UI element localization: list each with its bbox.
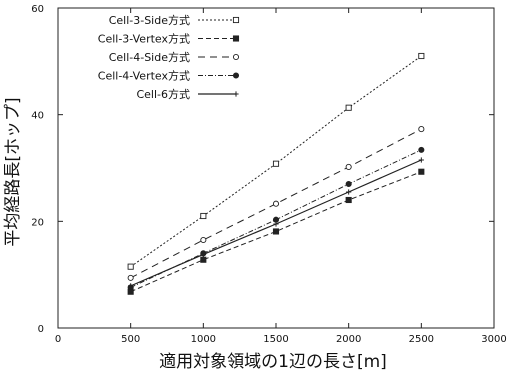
data-point [273,221,279,227]
legend-label: Cell-3-Vertex方式 [98,32,190,46]
legend-swatch-marker [232,53,240,61]
y-tick-label: 60 [31,4,44,15]
legend-item-5: Cell-6方式 [136,87,239,101]
series-layer [127,52,425,295]
data-point [200,236,207,244]
data-point [418,126,425,133]
series-3 [127,126,425,281]
legend-item-2: Cell-3-Vertex方式 [98,32,240,46]
legend-item-1: Cell-3-Side方式 [109,13,240,27]
data-point [345,163,352,170]
x-tick-label: 500 [121,334,140,345]
data-point [272,228,280,235]
y-tick-label: 0 [38,324,44,335]
series-line [130,171,422,293]
x-axis-title: 適用対象領域の1辺の長さ[m] [159,352,387,372]
legend: Cell-3-Side方式 Cell-3-Vertex方式 Cell-4-Side方… [98,13,240,101]
x-tick-label: 0 [55,334,61,345]
data-point [200,251,206,257]
data-point [418,146,425,153]
data-point [128,283,134,289]
legend-swatch-marker [233,91,239,97]
data-point [272,160,280,167]
legend-swatch-marker [232,16,240,24]
x-tick-label: 3000 [481,334,506,345]
legend-label: Cell-4-Side方式 [109,50,190,64]
data-point [418,52,425,60]
series-line [130,128,422,279]
data-point [418,168,425,175]
x-tick-label: 2000 [336,334,361,345]
y-tick-label: 40 [31,111,44,122]
data-point [345,180,352,188]
series-2 [127,168,425,295]
legend-label: Cell-4-Vertex方式 [98,69,190,83]
y-tick-label: 20 [31,217,44,228]
data-point [127,263,134,270]
series-1 [127,52,425,270]
axes-layer: 0 500 1000 1500 2000 2500 3000 0 20 40 60 [31,4,506,345]
legend-item-3: Cell-4-Side方式 [109,50,240,64]
data-point [200,212,207,220]
data-point [418,157,424,163]
data-point [200,256,207,263]
legend-label: Cell-3-Side方式 [109,13,190,27]
data-point [345,196,352,204]
legend-label: Cell-6方式 [136,87,190,101]
legend-item-4: Cell-4-Vertex方式 [98,69,240,83]
series-5 [128,157,424,289]
data-point [345,104,352,111]
legend-swatch-marker [232,35,240,42]
series-4 [127,146,425,291]
legend-swatch-marker [232,72,240,79]
x-tick-label: 1000 [191,334,216,345]
data-point [272,200,280,207]
x-tick-label: 1500 [263,334,288,345]
data-point [346,189,352,195]
x-tick-label: 2500 [409,334,434,345]
data-point [127,274,134,281]
y-axis-title: 平均経路長[ホップ] [3,97,23,246]
